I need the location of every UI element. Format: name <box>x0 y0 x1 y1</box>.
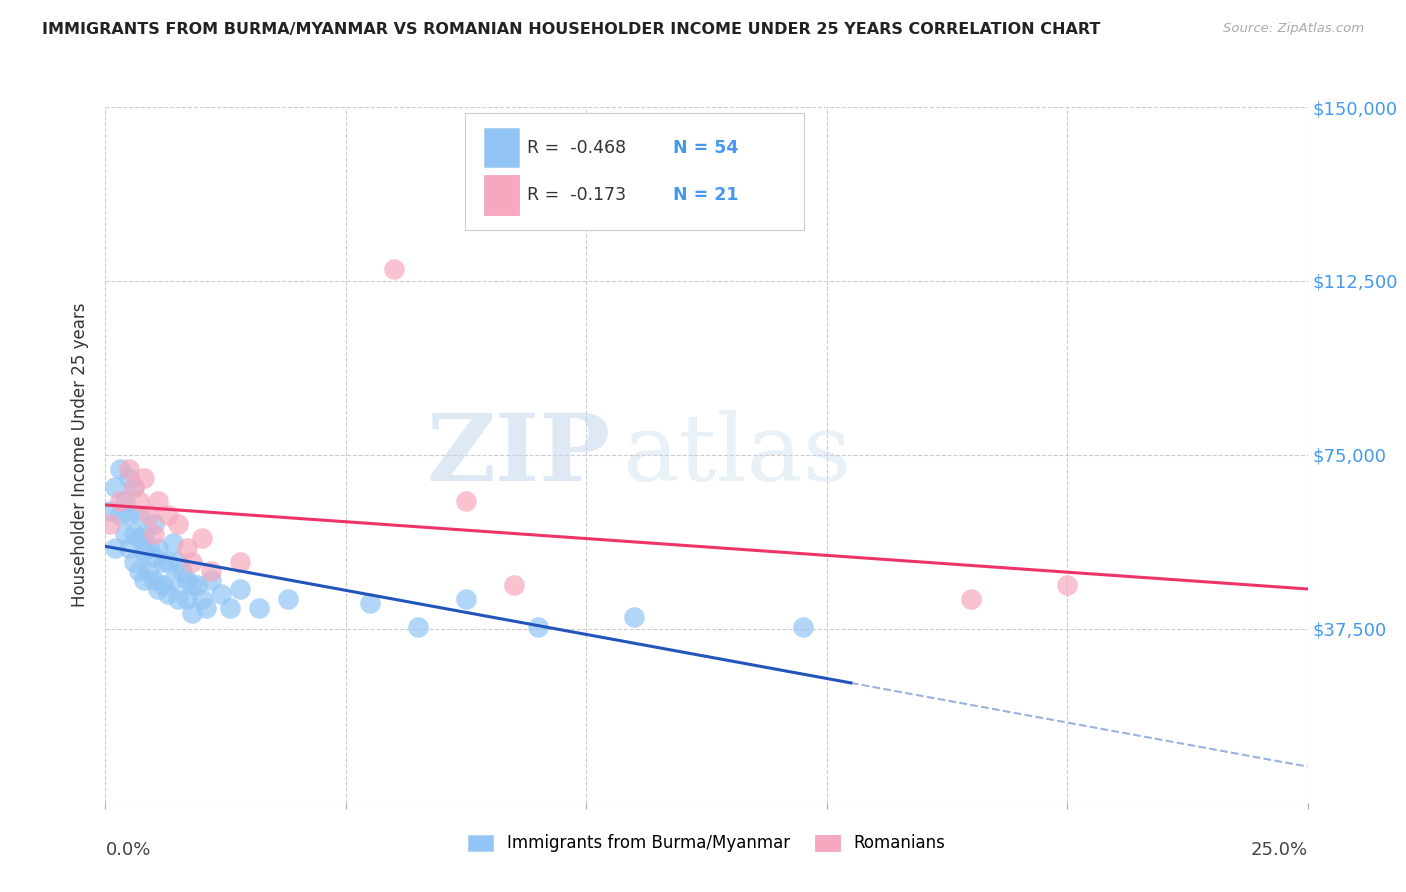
Point <box>152 578 174 592</box>
Point <box>138 508 160 523</box>
Point <box>181 578 204 592</box>
Point <box>200 573 222 587</box>
Point <box>195 601 218 615</box>
Text: 0.0%: 0.0% <box>105 841 150 859</box>
Point <box>277 591 299 606</box>
Point <box>219 601 242 615</box>
Point <box>1056 578 1078 592</box>
Point <box>209 587 232 601</box>
Point <box>152 555 174 569</box>
Point <box>108 508 131 523</box>
Point <box>138 564 160 578</box>
Point <box>172 564 194 578</box>
Text: ZIP: ZIP <box>426 410 610 500</box>
Point <box>176 573 198 587</box>
Point <box>98 503 121 517</box>
Point <box>527 619 550 633</box>
Point <box>359 596 381 610</box>
Point <box>114 494 136 508</box>
Point <box>118 541 141 555</box>
Text: IMMIGRANTS FROM BURMA/MYANMAR VS ROMANIAN HOUSEHOLDER INCOME UNDER 25 YEARS CORR: IMMIGRANTS FROM BURMA/MYANMAR VS ROMANIA… <box>42 22 1101 37</box>
Point <box>98 517 121 532</box>
Y-axis label: Householder Income Under 25 years: Householder Income Under 25 years <box>72 302 90 607</box>
Point <box>181 606 204 620</box>
Point <box>124 480 146 494</box>
Point <box>114 526 136 541</box>
Point <box>128 508 150 523</box>
Point <box>124 526 146 541</box>
Point <box>382 262 405 277</box>
Point <box>454 591 477 606</box>
Point <box>229 582 252 597</box>
Point <box>124 480 146 494</box>
Text: 25.0%: 25.0% <box>1250 841 1308 859</box>
Text: atlas: atlas <box>623 410 852 500</box>
Point <box>156 508 179 523</box>
Point <box>960 591 983 606</box>
Point <box>162 536 184 550</box>
Point <box>190 591 212 606</box>
Point <box>162 573 184 587</box>
Point <box>200 564 222 578</box>
Point <box>118 462 141 476</box>
Point <box>118 508 141 523</box>
Point <box>792 619 814 633</box>
Point <box>108 494 131 508</box>
Point <box>142 549 165 564</box>
Point <box>503 578 526 592</box>
Point <box>247 601 270 615</box>
Point <box>124 555 146 569</box>
Text: R =  -0.468: R = -0.468 <box>527 138 627 157</box>
Point <box>181 555 204 569</box>
Point <box>118 471 141 485</box>
Point <box>166 517 188 532</box>
Point <box>148 541 170 555</box>
Point <box>142 517 165 532</box>
Point <box>104 480 127 494</box>
Point <box>142 526 165 541</box>
Text: Source: ZipAtlas.com: Source: ZipAtlas.com <box>1223 22 1364 36</box>
Point <box>128 564 150 578</box>
Point <box>128 494 150 508</box>
Point <box>176 591 198 606</box>
Point <box>186 578 208 592</box>
Point <box>156 587 179 601</box>
Point <box>406 619 429 633</box>
Point <box>142 573 165 587</box>
Point <box>156 555 179 569</box>
Legend: Immigrants from Burma/Myanmar, Romanians: Immigrants from Burma/Myanmar, Romanians <box>460 826 953 861</box>
Point <box>148 582 170 597</box>
Point <box>229 555 252 569</box>
Point <box>148 494 170 508</box>
Point <box>176 541 198 555</box>
Point <box>132 471 155 485</box>
Text: N = 21: N = 21 <box>673 186 738 204</box>
Point <box>104 541 127 555</box>
Point <box>454 494 477 508</box>
Point <box>138 541 160 555</box>
Point <box>128 532 150 546</box>
Point <box>623 610 645 624</box>
Point <box>166 555 188 569</box>
Point <box>132 573 155 587</box>
Point <box>108 462 131 476</box>
Point <box>132 526 155 541</box>
Point <box>190 532 212 546</box>
Point <box>132 545 155 559</box>
Text: N = 54: N = 54 <box>673 138 738 157</box>
Text: R =  -0.173: R = -0.173 <box>527 186 627 204</box>
Point <box>166 591 188 606</box>
